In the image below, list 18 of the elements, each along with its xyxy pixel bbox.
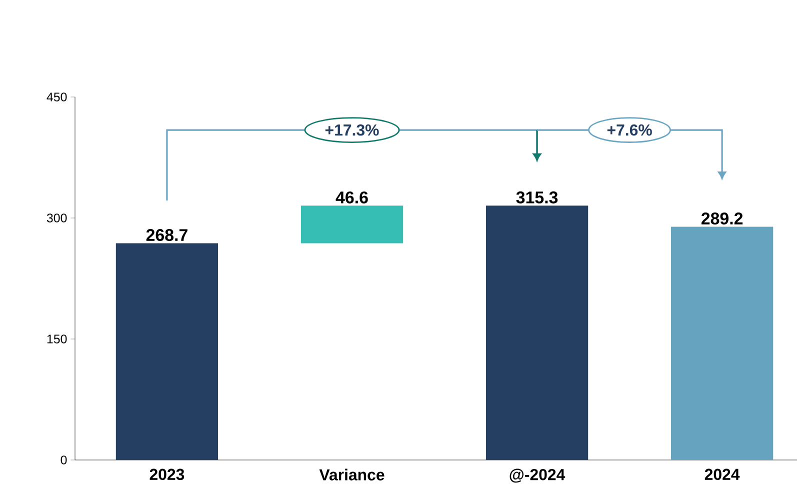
x-tick-label: 2024: [704, 468, 740, 480]
y-tick-label: 450: [46, 92, 67, 102]
data-label: 46.6: [336, 191, 368, 204]
annotation: +17.3%: [325, 124, 379, 136]
bar: [300, 206, 404, 244]
x-tick-label: 2023: [150, 468, 184, 480]
bar: [486, 206, 588, 460]
bar: [116, 243, 218, 460]
y-tick-label: 150: [47, 334, 67, 344]
x-tick-label: @-2024: [510, 468, 566, 483]
bar: [671, 226, 774, 460]
annotation: +7.6%: [607, 124, 652, 136]
y-tick-label: 0: [60, 456, 67, 464]
data-label: 289.2: [701, 212, 743, 225]
y-tick-label: 300: [46, 214, 67, 222]
data-label: 268.7: [146, 229, 188, 242]
x-tick-label: Variance: [319, 468, 384, 480]
data-label: 315.3: [516, 191, 558, 204]
